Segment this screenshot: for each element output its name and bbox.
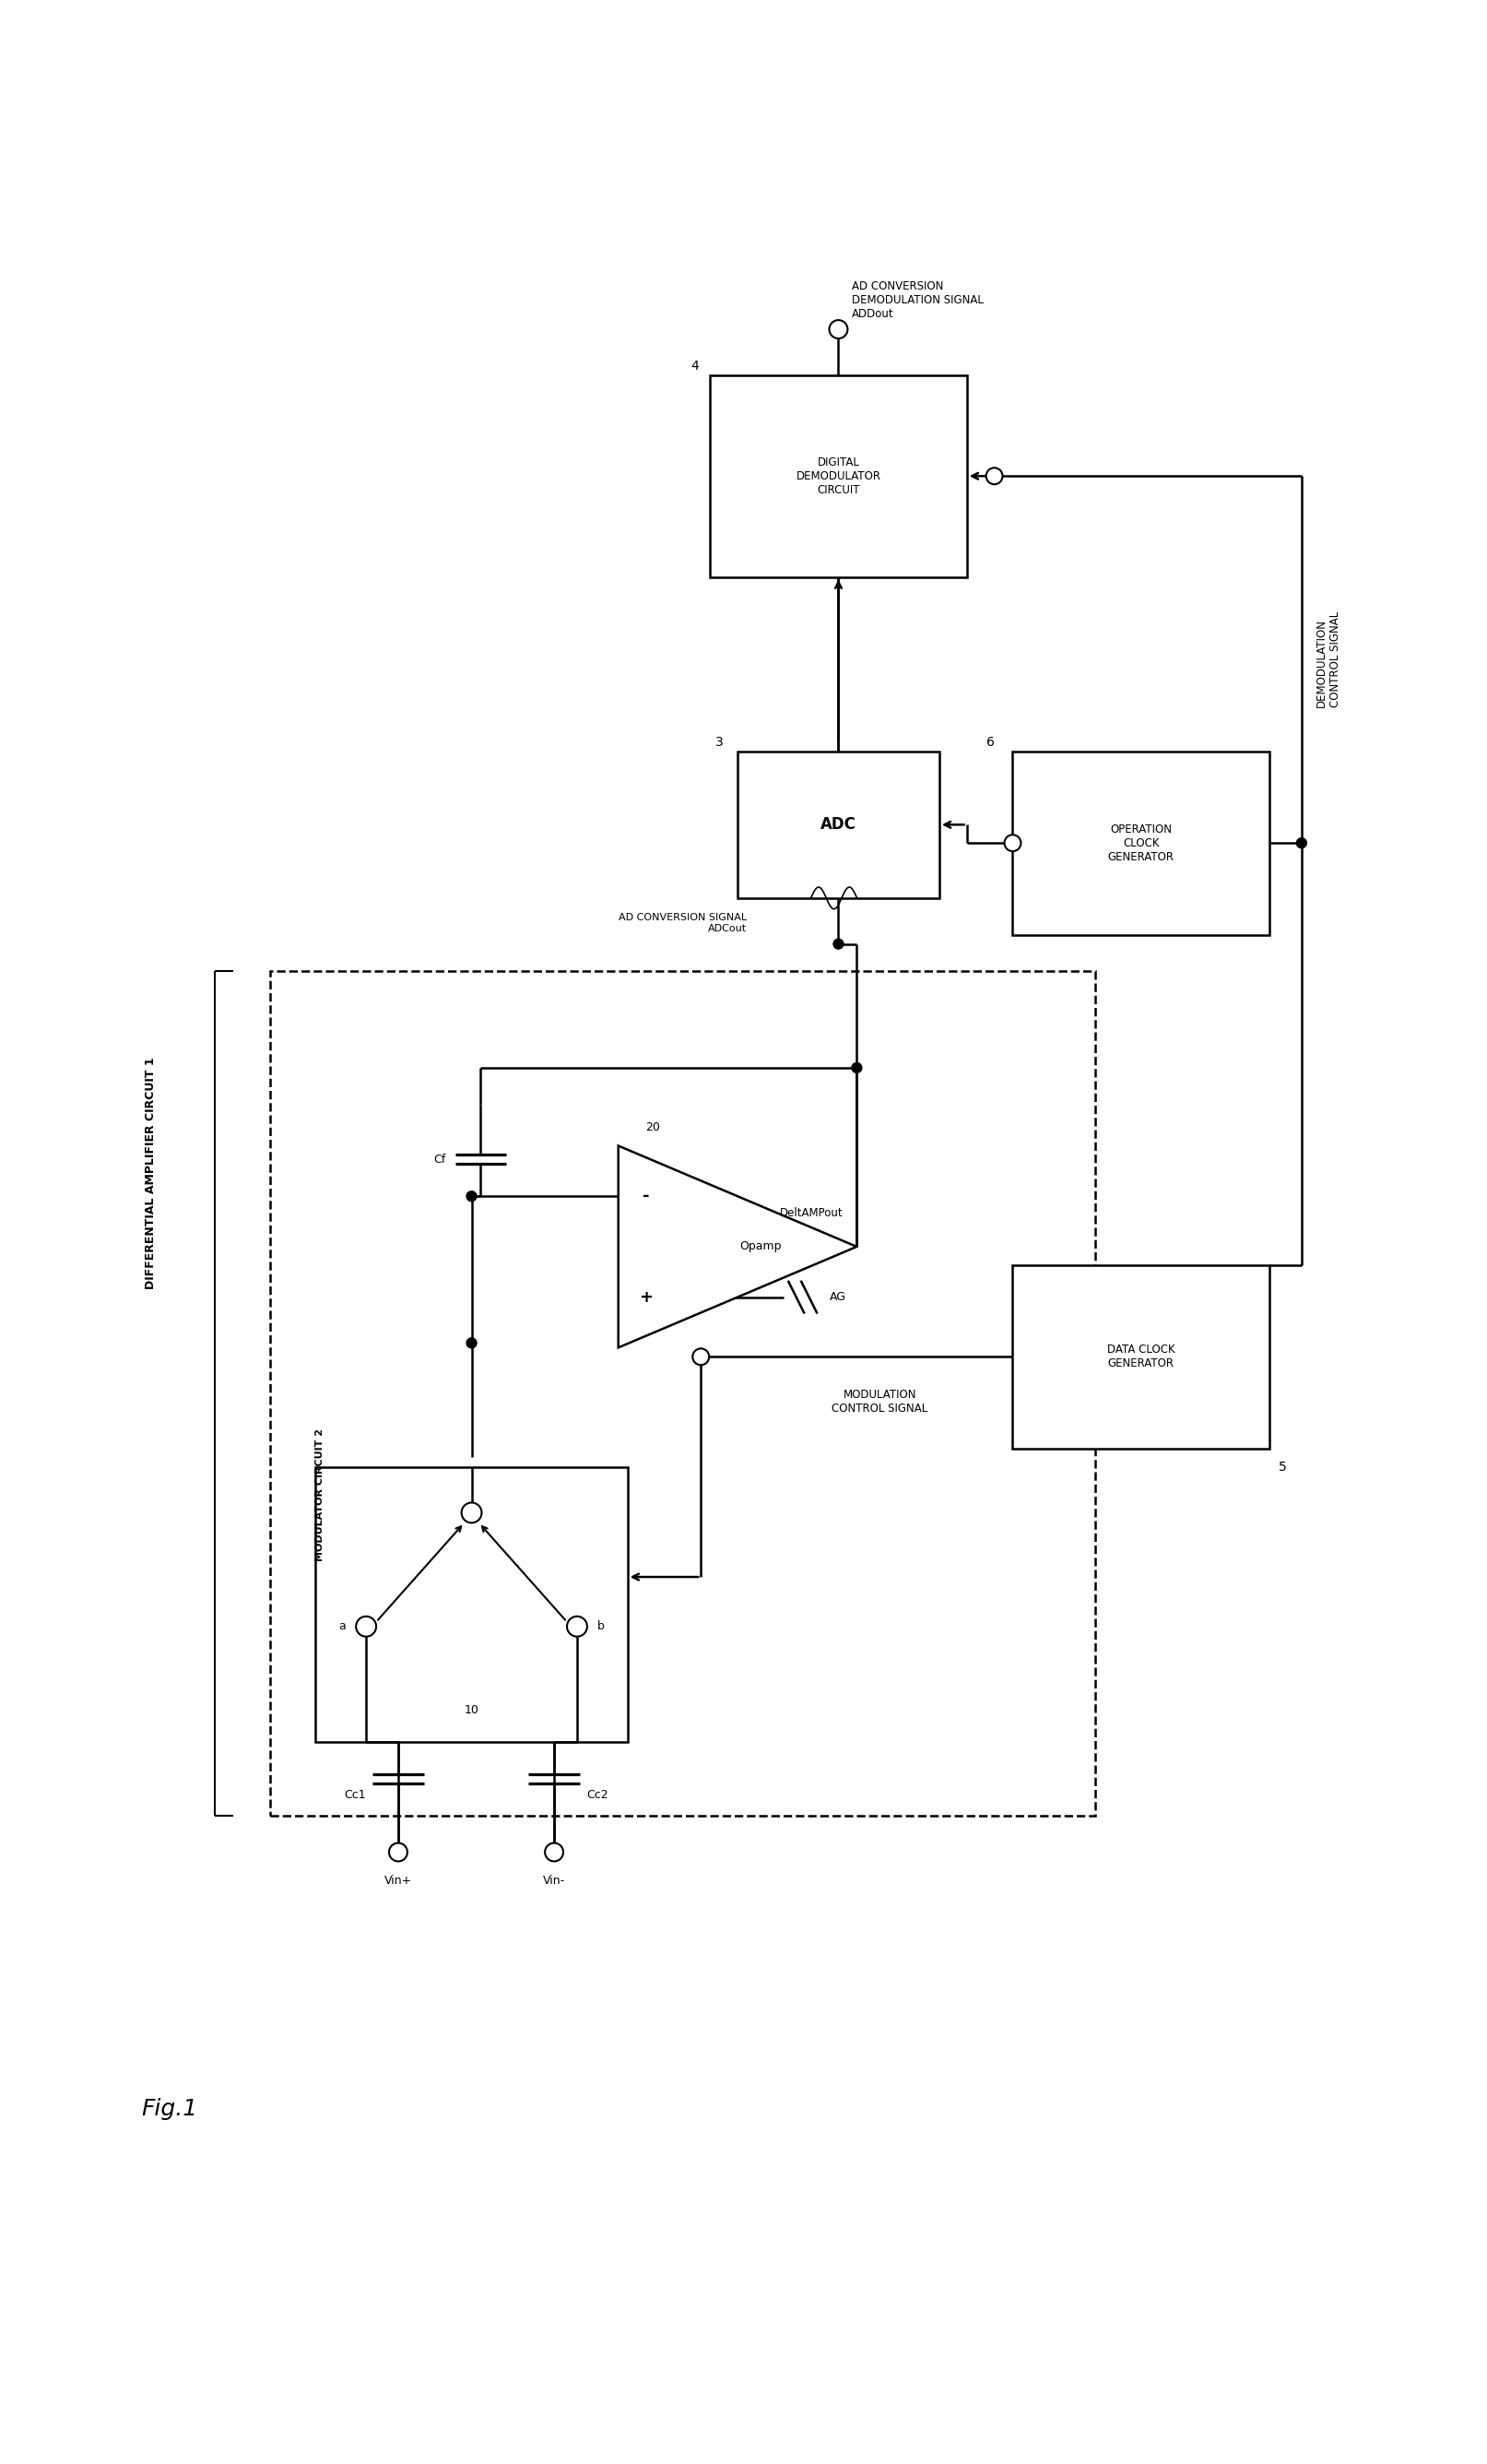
Text: Vin+: Vin+: [384, 1875, 412, 1887]
Bar: [1013, 1264, 1270, 1449]
Text: DIFFERENTIAL AMPLIFIER CIRCUIT 1: DIFFERENTIAL AMPLIFIER CIRCUIT 1: [144, 1057, 156, 1289]
Circle shape: [544, 1843, 564, 1860]
Bar: [709, 375, 967, 577]
Text: 20: 20: [645, 1121, 660, 1133]
Text: MODULATION
CONTROL SIGNAL: MODULATION CONTROL SIGNAL: [831, 1390, 928, 1414]
Text: DeltAMPout: DeltAMPout: [779, 1207, 843, 1220]
Text: b: b: [598, 1621, 605, 1634]
Text: Opamp: Opamp: [739, 1242, 782, 1252]
Circle shape: [1004, 835, 1022, 850]
Circle shape: [1297, 838, 1307, 848]
Text: Cc1: Cc1: [345, 1789, 366, 1801]
Circle shape: [467, 1338, 477, 1348]
Circle shape: [986, 468, 1002, 485]
Text: DIGITAL
DEMODULATOR
CIRCUIT: DIGITAL DEMODULATOR CIRCUIT: [796, 456, 880, 495]
Circle shape: [467, 1190, 477, 1202]
Text: MODULATOR CIRCUIT 2: MODULATOR CIRCUIT 2: [315, 1429, 324, 1562]
Circle shape: [355, 1616, 376, 1636]
Text: AG: AG: [830, 1291, 846, 1303]
Text: AD CONVERSION
DEMODULATION SIGNAL
ADDout: AD CONVERSION DEMODULATION SIGNAL ADDout: [852, 281, 984, 320]
Text: a: a: [339, 1621, 346, 1634]
Text: 5: 5: [1279, 1461, 1286, 1473]
Circle shape: [830, 320, 848, 338]
Text: 10: 10: [464, 1705, 479, 1715]
Bar: [1013, 752, 1270, 934]
Text: 6: 6: [986, 737, 995, 749]
Circle shape: [567, 1616, 587, 1636]
Text: DEMODULATION
CONTROL SIGNAL: DEMODULATION CONTROL SIGNAL: [1316, 611, 1341, 707]
Bar: [738, 752, 940, 897]
Text: 4: 4: [691, 360, 699, 372]
Text: 3: 3: [715, 737, 724, 749]
Text: Cc2: Cc2: [586, 1789, 608, 1801]
Text: Cf: Cf: [434, 1153, 446, 1165]
Text: -: -: [642, 1188, 650, 1205]
Circle shape: [833, 939, 843, 949]
Text: AD CONVERSION SIGNAL
ADCout: AD CONVERSION SIGNAL ADCout: [619, 914, 746, 934]
Circle shape: [461, 1503, 482, 1523]
Text: Vin-: Vin-: [543, 1875, 565, 1887]
Bar: [315, 1466, 628, 1742]
Text: Fig.1: Fig.1: [141, 2097, 198, 2119]
Circle shape: [852, 1062, 862, 1072]
Circle shape: [390, 1843, 407, 1860]
Text: OPERATION
CLOCK
GENERATOR: OPERATION CLOCK GENERATOR: [1108, 823, 1175, 862]
Text: DATA CLOCK
GENERATOR: DATA CLOCK GENERATOR: [1108, 1343, 1175, 1370]
Text: +: +: [639, 1289, 653, 1306]
Bar: [269, 971, 1096, 1816]
Text: ADC: ADC: [821, 816, 857, 833]
Circle shape: [693, 1348, 709, 1365]
Polygon shape: [619, 1146, 857, 1348]
